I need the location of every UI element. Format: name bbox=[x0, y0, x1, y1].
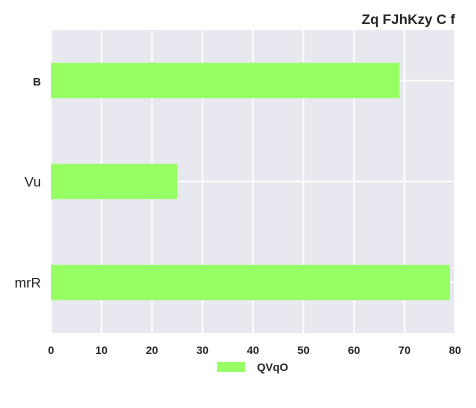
x-tick-label: 70 bbox=[398, 345, 410, 357]
x-tick-label: 60 bbox=[348, 345, 360, 357]
bar-B bbox=[51, 62, 400, 99]
chart-title: Zq FJhKzy C f bbox=[362, 11, 456, 27]
y-tick-label: mrR bbox=[15, 275, 41, 291]
bar-mrR bbox=[51, 264, 450, 301]
x-axis-ticks: 0 10 20 30 40 50 60 70 80 bbox=[48, 345, 461, 357]
bars bbox=[51, 62, 450, 301]
legend-swatch bbox=[217, 362, 245, 372]
bar-Vu bbox=[51, 163, 178, 200]
x-tick-label: 0 bbox=[48, 345, 54, 357]
x-tick-label: 30 bbox=[196, 345, 208, 357]
x-tick-label: 40 bbox=[247, 345, 259, 357]
x-tick-label: 80 bbox=[449, 345, 461, 357]
y-axis-ticks: B Vu mrR bbox=[15, 77, 41, 291]
y-tick-label: B bbox=[33, 77, 41, 89]
x-tick-label: 20 bbox=[146, 345, 158, 357]
legend: QVqO bbox=[217, 362, 289, 374]
legend-label: QVqO bbox=[257, 362, 289, 374]
x-tick-label: 10 bbox=[95, 345, 107, 357]
x-tick-label: 50 bbox=[297, 345, 309, 357]
y-tick-label: Vu bbox=[24, 174, 41, 190]
